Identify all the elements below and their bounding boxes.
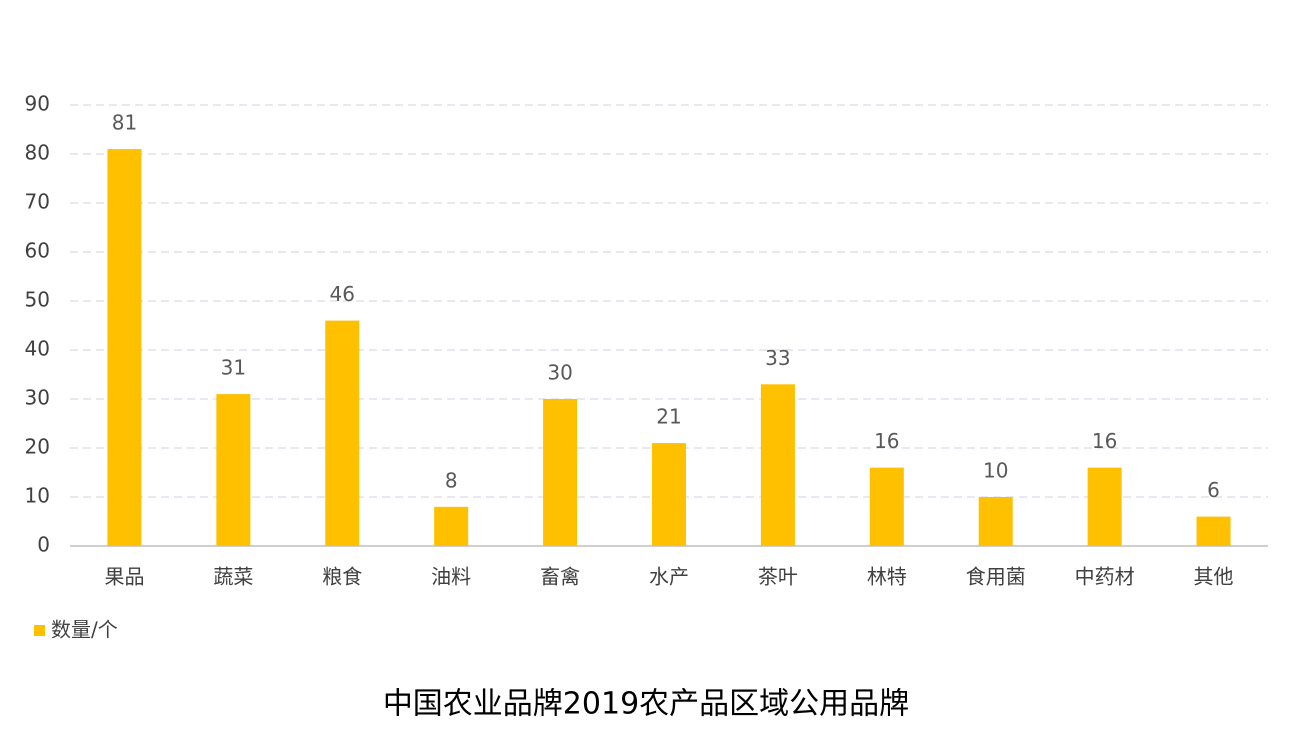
data-label: 10 — [983, 459, 1008, 483]
data-label: 81 — [112, 111, 137, 135]
x-tick-label: 畜禽 — [540, 565, 580, 589]
y-tick-label: 0 — [37, 533, 50, 557]
data-label: 6 — [1207, 478, 1220, 502]
data-label: 33 — [765, 346, 790, 370]
data-label: 30 — [547, 361, 572, 385]
bar — [434, 506, 469, 546]
bar — [760, 384, 795, 546]
chart-title: 中国农业品牌2019农产品区域公用品牌 — [383, 687, 909, 722]
x-tick-label: 其他 — [1194, 565, 1234, 589]
y-tick-label: 50 — [25, 288, 50, 312]
bar — [869, 467, 904, 546]
y-tick-label: 80 — [25, 141, 50, 165]
y-tick-label: 70 — [25, 190, 50, 214]
x-tick-label: 蔬菜 — [213, 565, 253, 589]
bar — [1196, 516, 1231, 546]
data-label: 31 — [221, 356, 246, 380]
x-tick-label: 食用菌 — [966, 565, 1026, 589]
x-tick-label: 茶叶 — [758, 565, 798, 589]
x-tick-label: 林特 — [867, 565, 907, 589]
data-label: 16 — [1092, 429, 1117, 453]
bar — [325, 320, 360, 546]
legend-label: 数量/个 — [51, 618, 118, 642]
x-tick-label: 果品 — [104, 565, 144, 589]
y-tick-label: 60 — [25, 239, 50, 263]
data-label: 21 — [656, 405, 681, 429]
data-label: 8 — [445, 468, 458, 492]
y-tick-label: 90 — [25, 92, 50, 116]
x-tick-label: 水产 — [649, 565, 689, 589]
bar — [978, 497, 1013, 546]
bar — [1087, 467, 1122, 546]
y-tick-label: 30 — [25, 386, 50, 410]
bar — [216, 394, 251, 546]
data-label: 16 — [874, 429, 899, 453]
y-tick-label: 40 — [25, 337, 50, 361]
x-tick-label: 中药材 — [1075, 565, 1135, 589]
x-tick-label: 油料 — [431, 565, 471, 589]
x-tick-label: 粮食 — [322, 565, 362, 589]
bar — [107, 149, 142, 546]
data-label: 46 — [330, 282, 355, 306]
bar — [652, 443, 686, 546]
bar — [543, 399, 578, 546]
y-tick-label: 10 — [25, 484, 50, 508]
legend-swatch — [34, 625, 45, 636]
y-tick-label: 20 — [25, 435, 50, 459]
